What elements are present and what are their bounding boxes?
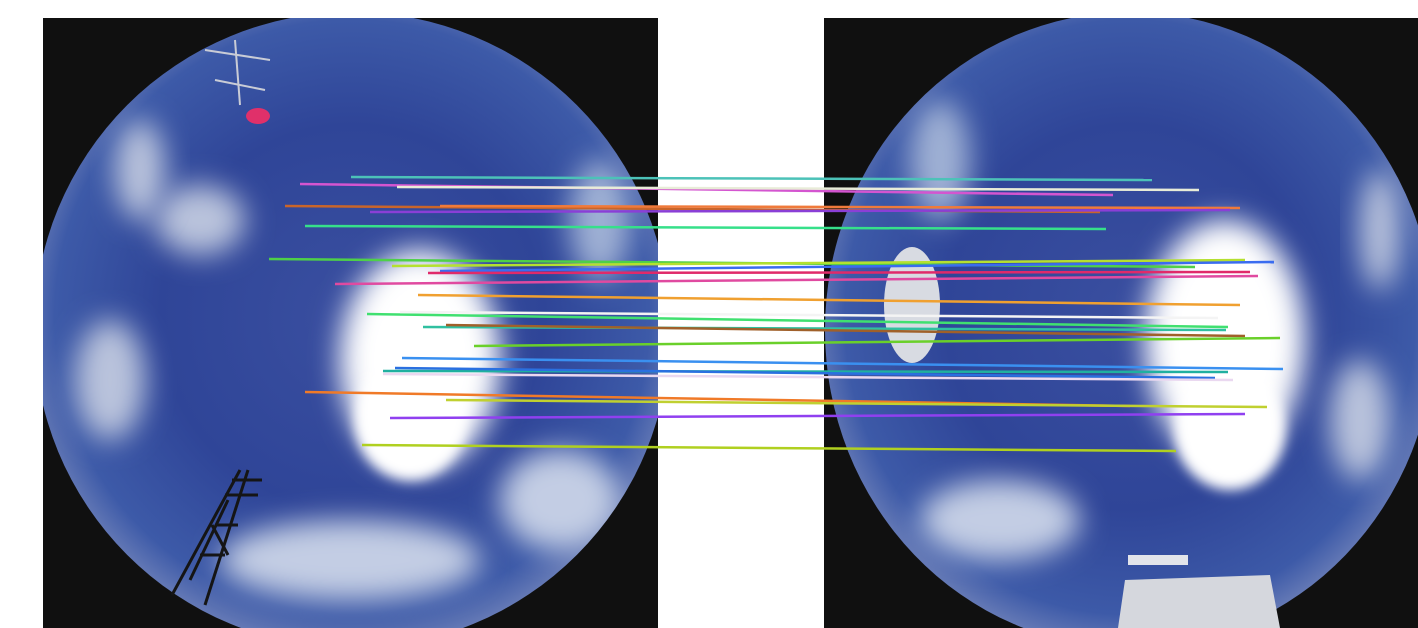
- page: Feature matches {} html, body { margin: …: [0, 0, 1418, 628]
- cloud: [155, 185, 245, 255]
- cloud: [1330, 360, 1390, 480]
- cloud: [355, 360, 465, 480]
- match-line: [428, 272, 1250, 273]
- match-figure: [0, 0, 1418, 628]
- right-image: [824, 12, 1418, 628]
- ship-structure: [1118, 575, 1280, 628]
- cloud: [920, 480, 1080, 560]
- lens-flare: [246, 108, 270, 124]
- body: (() => { const g = document.getElementBy…: [0, 0, 1418, 628]
- cloud: [115, 120, 165, 220]
- cloud: [1175, 370, 1285, 490]
- cloud: [220, 520, 480, 600]
- cloud: [910, 100, 970, 220]
- cloud: [1360, 170, 1400, 290]
- ship-antenna: [1128, 555, 1188, 565]
- left-image: [34, 12, 670, 628]
- cloud: [75, 320, 145, 440]
